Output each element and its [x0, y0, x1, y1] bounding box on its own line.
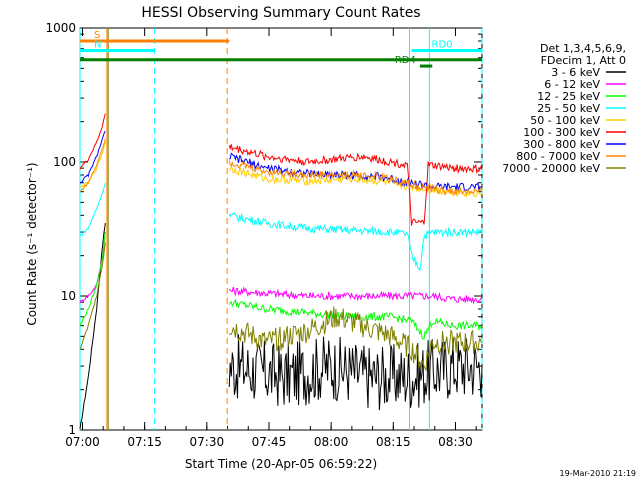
x-tick-label: 08:30: [438, 435, 473, 449]
x-tick-label: 07:15: [127, 435, 162, 449]
series-line-rise: [79, 242, 106, 349]
legend-entry-label: 6 - 12 keV: [544, 78, 600, 91]
series-line-rise: [79, 223, 106, 430]
footer-date: 19-Mar-2010 21:19: [560, 469, 637, 478]
legend-header: Det 1,3,4,5,6,9,: [540, 42, 626, 55]
series-line-main: [228, 144, 483, 226]
x-tick-label: 07:00: [65, 435, 100, 449]
legend-entry-label: 25 - 50 keV: [537, 102, 600, 115]
event-lines: [79, 28, 483, 430]
legend-entry-label: 12 - 25 keV: [537, 90, 600, 103]
x-tick-label: 07:30: [190, 435, 225, 449]
x-tick-label: 07:45: [252, 435, 287, 449]
legend: Det 1,3,4,5,6,9,FDecim 1, Att 03 - 6 keV…: [502, 42, 626, 175]
legend-header: FDecim 1, Att 0: [541, 54, 626, 67]
y-tick-label: 100: [53, 155, 76, 169]
y-tick-label: 1000: [45, 21, 76, 35]
legend-entry-label: 800 - 7000 keV: [516, 150, 600, 163]
series-line-main: [228, 160, 483, 196]
series-line-rise: [79, 142, 106, 188]
flag-bars: SNRD4RD0: [80, 30, 482, 68]
x-tick-label: 08:15: [376, 435, 411, 449]
series-line-main: [228, 334, 483, 411]
legend-entry-label: 3 - 6 keV: [551, 66, 600, 79]
series-line-rise: [79, 232, 106, 327]
series-line-main: [228, 306, 483, 371]
chart-title: HESSI Observing Summary Count Rates: [141, 5, 420, 21]
series-line-main: [228, 211, 483, 272]
legend-entry-label: 7000 - 20000 keV: [502, 162, 600, 175]
y-tick-label: 1: [68, 423, 76, 437]
legend-entry-label: 300 - 800 keV: [523, 138, 600, 151]
flag-label: N: [94, 39, 101, 50]
series-line-rise: [79, 130, 106, 184]
legend-entry-label: 50 - 100 keV: [530, 114, 600, 127]
y-axis-label: Count Rate (s⁻¹ detector⁻¹): [25, 162, 39, 325]
flag-label: S: [94, 30, 100, 41]
series-line-main: [229, 152, 483, 192]
series-line-rise: [79, 138, 106, 193]
axis-ticks: 07:00 07:15 07:30 07:45 08:00 08:15 08:30 1 10 10…: [45, 21, 482, 449]
x-tick-label: 08:00: [314, 435, 349, 449]
series-line-rise: [79, 182, 106, 237]
series-line-rise: [79, 113, 106, 170]
series-line-main: [228, 165, 483, 198]
y-tick-label: 10: [61, 289, 76, 303]
legend-entry-label: 100 - 300 keV: [523, 126, 600, 139]
series-line-main: [228, 286, 483, 305]
x-axis-label: Start Time (20-Apr-05 06:59:22): [185, 457, 377, 471]
flag-label: RD0: [432, 39, 453, 50]
series-lines: [79, 113, 483, 430]
